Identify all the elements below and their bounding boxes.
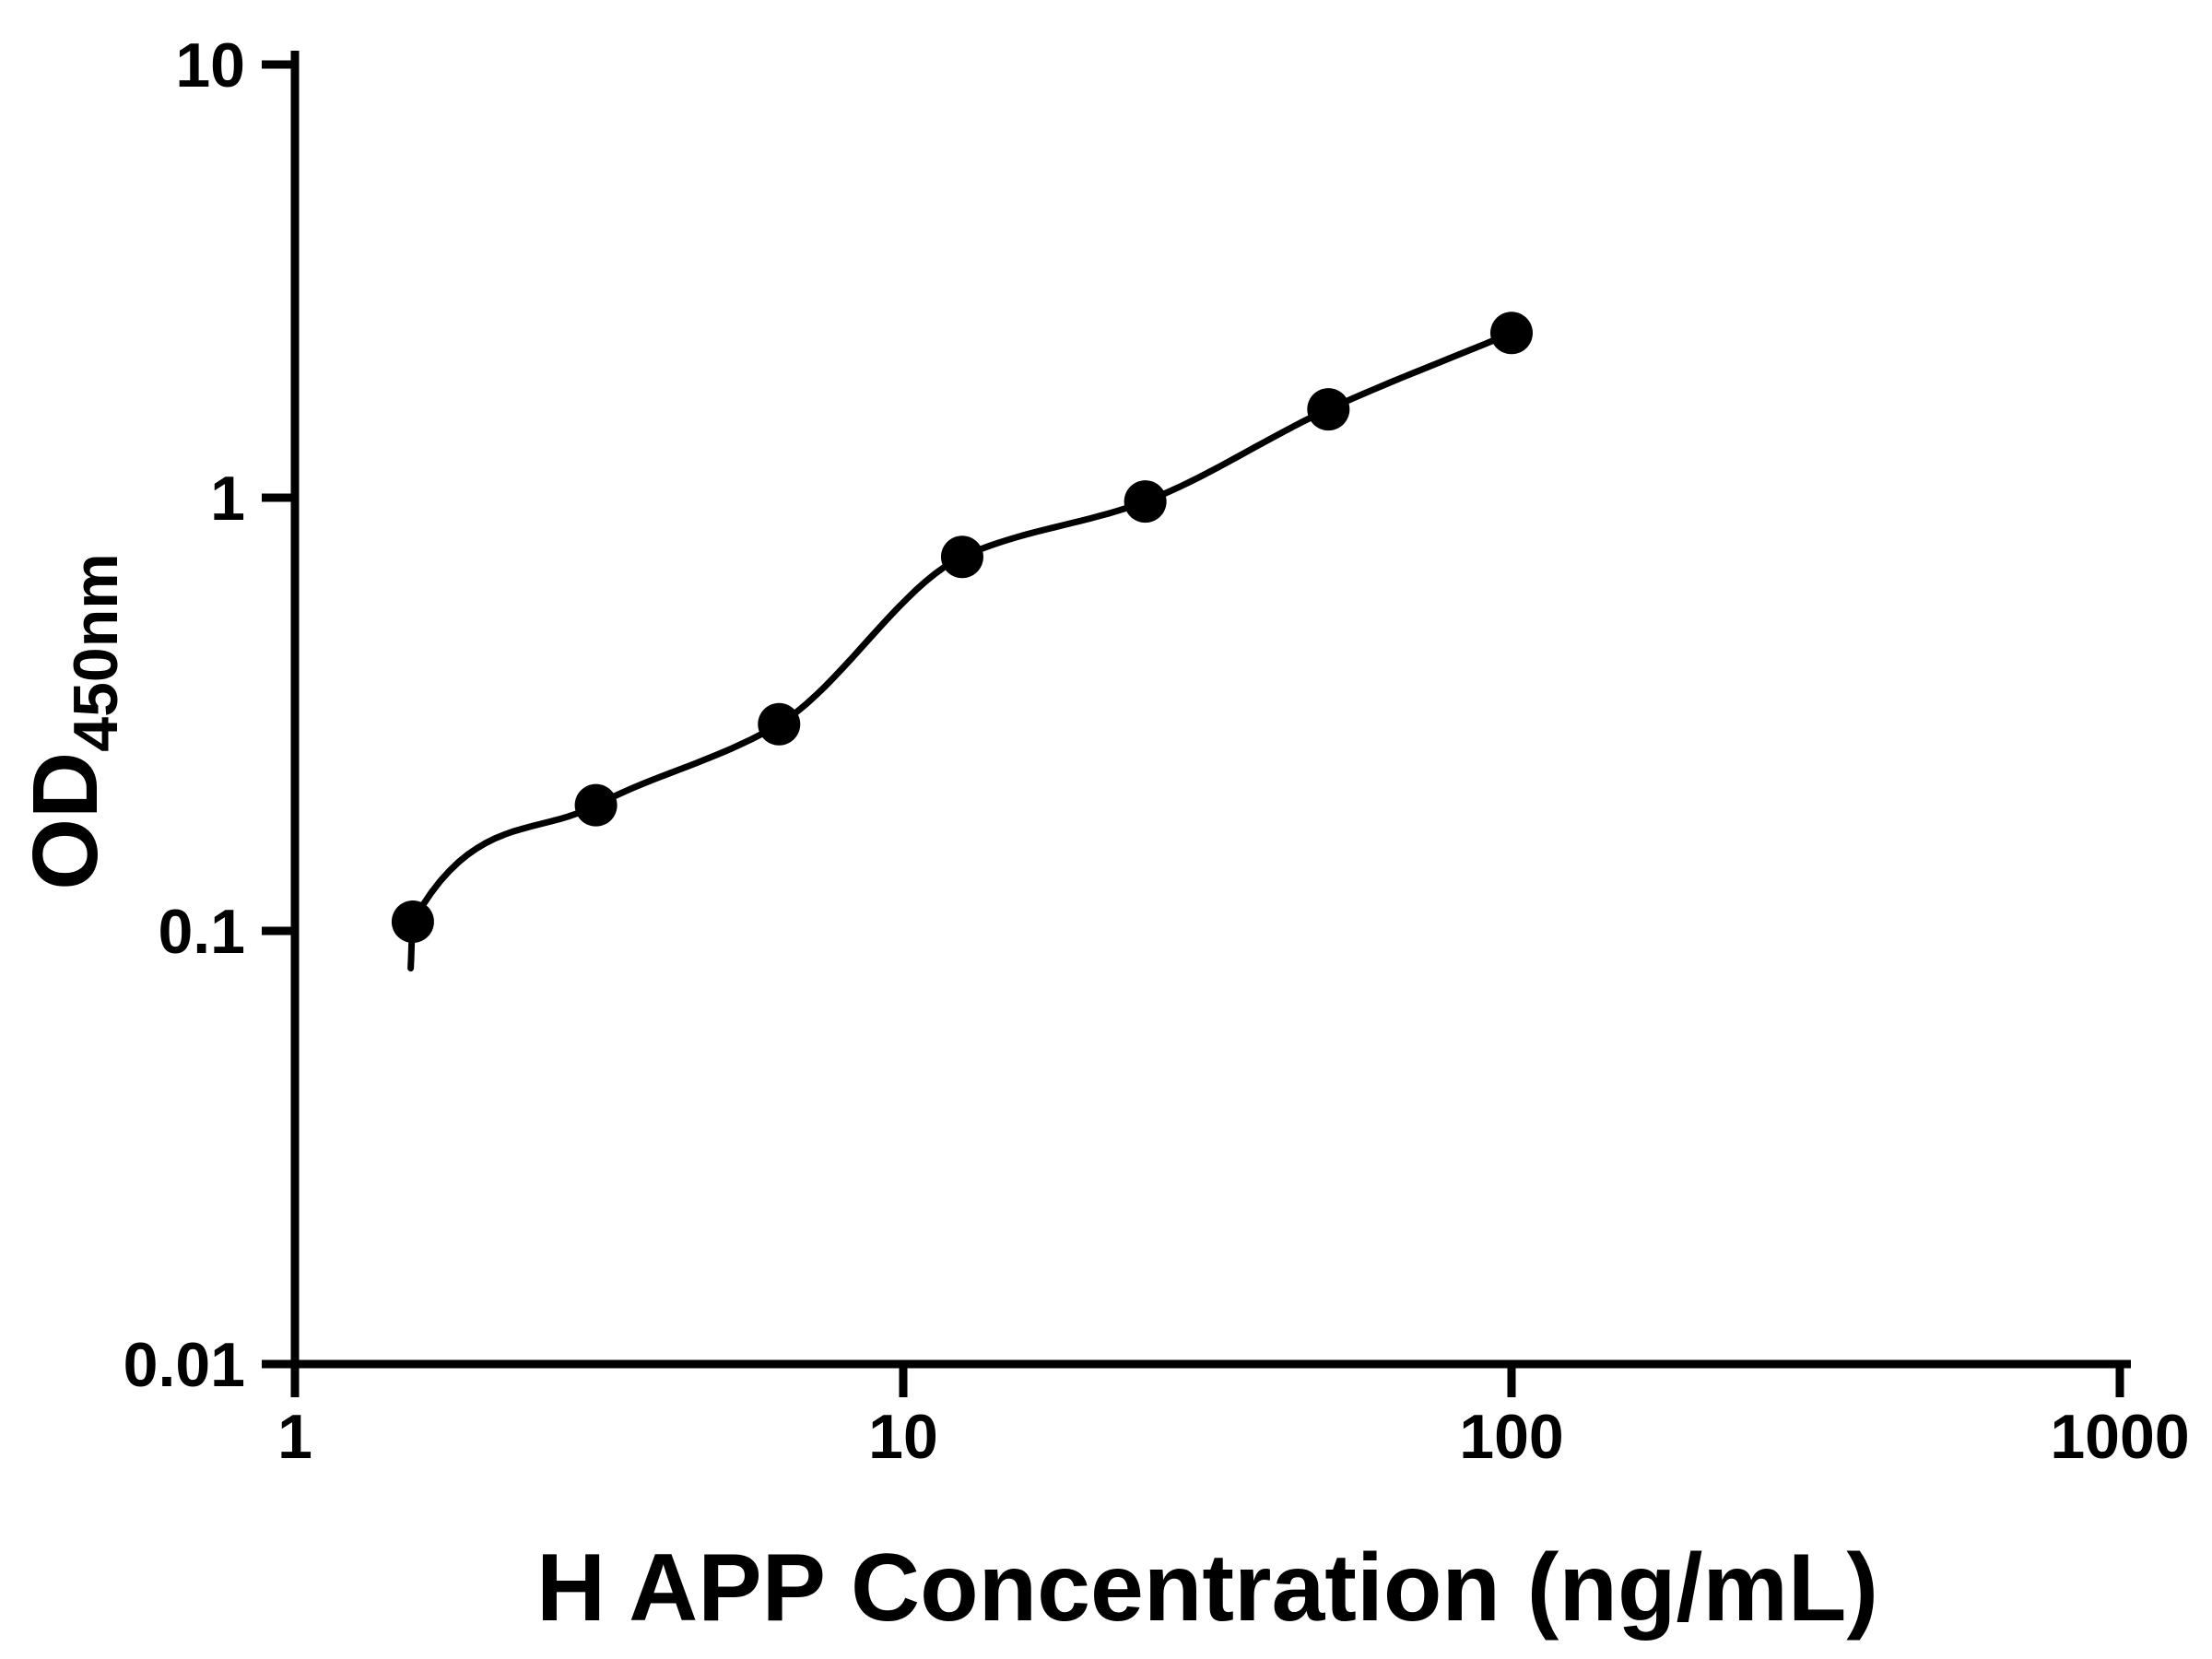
- y-axis-title: OD450nm: [14, 553, 131, 889]
- data-point: [1490, 312, 1533, 355]
- x-tick-label: 10: [868, 1402, 938, 1472]
- data-point: [1307, 388, 1350, 431]
- y-tick-label: 0.1: [158, 897, 245, 967]
- y-tick-label: 1: [210, 464, 245, 534]
- data-point: [758, 702, 801, 746]
- x-axis-title: H APP Concentration (ng/mL): [536, 1535, 1878, 1641]
- x-tick-label: 1: [277, 1402, 312, 1472]
- data-point: [574, 783, 618, 827]
- data-point: [391, 900, 434, 944]
- data-point: [1124, 480, 1167, 524]
- x-tick-label: 100: [1459, 1402, 1563, 1472]
- y-tick-label: 10: [175, 30, 245, 100]
- fit-curve: [407, 329, 1515, 971]
- data-point: [940, 535, 983, 579]
- y-tick-label: 0.01: [124, 1330, 245, 1400]
- axes-lines: [290, 51, 2131, 1369]
- x-tick-label: 1000: [2050, 1402, 2189, 1472]
